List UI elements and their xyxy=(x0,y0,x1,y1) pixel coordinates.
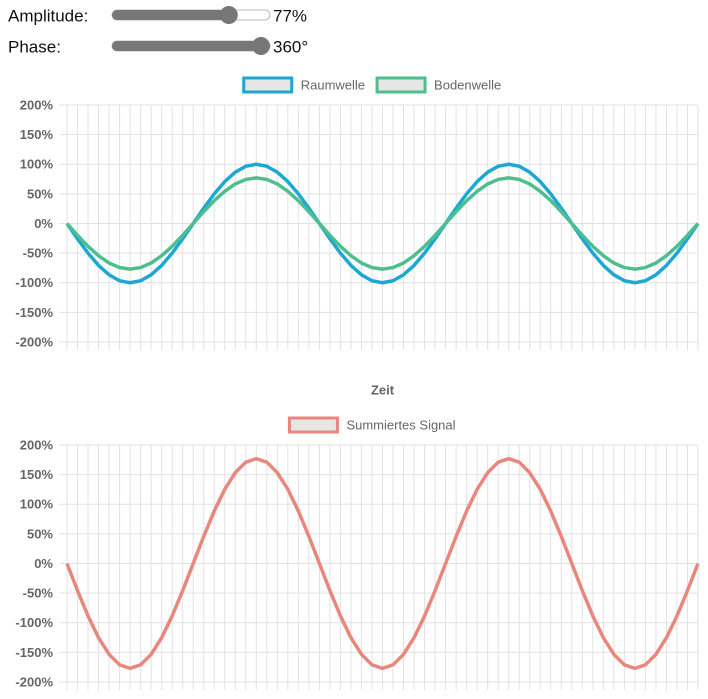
y-tick-label: -50% xyxy=(23,586,54,601)
y-tick-label: 150% xyxy=(20,467,54,482)
series-line xyxy=(65,176,700,271)
y-tick-label: -100% xyxy=(15,615,53,630)
y-tick-label: -100% xyxy=(15,275,53,290)
slider-thumb[interactable] xyxy=(252,37,270,55)
y-tick-label: 0% xyxy=(34,556,53,571)
legend-swatch xyxy=(375,76,427,94)
y-tick-label: 100% xyxy=(20,157,54,172)
y-tick-label: 0% xyxy=(34,216,53,231)
y-tick-label: -50% xyxy=(23,246,54,261)
legend-label: Bodenwelle xyxy=(434,77,501,92)
y-tick-label: 50% xyxy=(27,526,53,541)
legend-swatch xyxy=(287,416,339,434)
slider-label: Amplitude: xyxy=(8,6,88,25)
slider-value: 360° xyxy=(273,37,308,56)
slider-fill xyxy=(112,10,229,20)
y-tick-label: -200% xyxy=(15,674,53,689)
slider-label: Phase: xyxy=(8,37,61,56)
slider-thumb[interactable] xyxy=(219,6,238,24)
y-tick-label: -200% xyxy=(15,334,53,349)
series-line xyxy=(65,456,700,671)
y-tick-label: 200% xyxy=(20,97,54,112)
x-axis-title: Zeit xyxy=(371,382,395,397)
series-line xyxy=(65,162,700,285)
slider-fill xyxy=(112,41,261,51)
y-tick-label: 150% xyxy=(20,127,54,142)
y-tick-label: -150% xyxy=(15,645,53,660)
y-tick-label: 50% xyxy=(27,186,53,201)
legend-label: Summiertes Signal xyxy=(346,417,455,432)
y-tick-label: 200% xyxy=(20,437,54,452)
slider-value: 77% xyxy=(273,6,307,25)
y-tick-label: -150% xyxy=(15,305,53,320)
legend-swatch xyxy=(242,76,294,94)
y-tick-label: 100% xyxy=(20,497,54,512)
legend-label: Raumwelle xyxy=(301,77,365,92)
